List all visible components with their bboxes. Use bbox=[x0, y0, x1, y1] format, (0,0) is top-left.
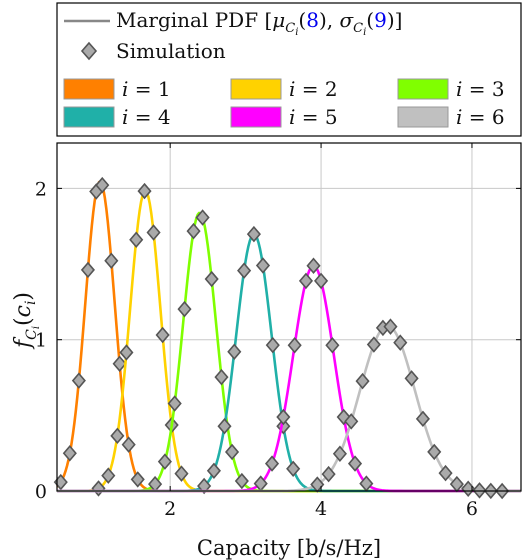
simulation-point bbox=[306, 257, 321, 274]
legend: Marginal PDF [μCi(8), σCi(9)] Simulation… bbox=[56, 2, 522, 137]
simulation-point bbox=[217, 417, 232, 435]
simulation-point bbox=[174, 465, 189, 482]
simulation-point bbox=[155, 326, 170, 344]
simulation-point bbox=[347, 455, 363, 472]
simulation-point bbox=[227, 343, 242, 360]
y-tick-label: 0 bbox=[35, 481, 47, 503]
simulation-point bbox=[383, 318, 398, 335]
legend-label-series-2: i = 2 bbox=[289, 77, 338, 101]
x-tick-label: 2 bbox=[164, 498, 176, 520]
simulation-point bbox=[286, 460, 301, 478]
simulation-point bbox=[137, 182, 152, 200]
simulation-point bbox=[224, 443, 240, 461]
legend-label-series-1: i = 1 bbox=[122, 77, 171, 101]
simulation-point bbox=[449, 475, 464, 493]
y-tick-label: 2 bbox=[35, 178, 47, 200]
simulation-point bbox=[393, 334, 408, 351]
simulation-point bbox=[80, 261, 95, 279]
ticks: 2 4 6 0 1 2 bbox=[35, 143, 521, 520]
simulation-point bbox=[157, 453, 172, 470]
axes-frame bbox=[56, 142, 522, 492]
simulation-point bbox=[177, 300, 192, 318]
simulation-point bbox=[146, 224, 161, 241]
simulation-point bbox=[237, 262, 252, 279]
legend-swatch-series-1 bbox=[63, 78, 115, 100]
simulation-point bbox=[129, 231, 144, 248]
simulation-point bbox=[427, 443, 442, 461]
simulation-point bbox=[332, 445, 347, 462]
simulation-point bbox=[344, 413, 359, 430]
x-tick-label: 4 bbox=[315, 498, 327, 520]
simulation-point bbox=[130, 471, 145, 488]
simulation-point bbox=[325, 337, 340, 354]
simulation-point bbox=[246, 225, 261, 243]
legend-series-entries: i = 1 i = 2 i = 3 i = 4 i = 5 i = 6 bbox=[63, 77, 505, 129]
simulation-point bbox=[255, 257, 271, 274]
simulation-point bbox=[287, 337, 302, 354]
simulation-point bbox=[472, 482, 487, 499]
plot-area bbox=[53, 176, 521, 500]
legend-pdf-label: Marginal PDF [μCi(8), σCi(9)] bbox=[116, 8, 402, 38]
simulation-point bbox=[265, 336, 280, 354]
legend-swatch-series-2 bbox=[230, 78, 282, 100]
simulation-point bbox=[186, 222, 201, 240]
simulation-point bbox=[206, 462, 221, 480]
x-axis-label: Capacity [b/s/Hz] bbox=[197, 536, 381, 560]
simulation-point bbox=[366, 336, 381, 353]
simulation-point bbox=[195, 209, 210, 226]
simulation-point bbox=[214, 368, 229, 386]
simulation-point bbox=[276, 408, 291, 426]
simulation-point bbox=[71, 372, 86, 389]
simulation-point bbox=[110, 427, 125, 445]
simulation-point bbox=[197, 477, 212, 495]
legend-label-series-6: i = 6 bbox=[456, 105, 505, 129]
simulation-point bbox=[438, 464, 453, 482]
y-tick-label: 1 bbox=[35, 330, 47, 352]
simulation-point bbox=[112, 355, 127, 372]
legend-simulation-label: Simulation bbox=[116, 39, 226, 63]
simulation-point bbox=[119, 344, 134, 361]
legend-label-series-4: i = 4 bbox=[122, 105, 171, 129]
simulation-point bbox=[355, 372, 370, 390]
legend-swatch-series-3 bbox=[397, 78, 449, 100]
simulation-point bbox=[167, 395, 182, 412]
simulation-point bbox=[314, 272, 329, 290]
simulation-point bbox=[276, 417, 291, 435]
simulation-point bbox=[62, 445, 77, 462]
legend-label-series-5: i = 5 bbox=[289, 105, 338, 129]
legend-label-series-3: i = 3 bbox=[456, 77, 505, 101]
simulation-point bbox=[95, 176, 110, 194]
x-tick-label: 6 bbox=[466, 498, 478, 520]
simulation-point bbox=[298, 272, 314, 290]
simulation-point bbox=[234, 472, 249, 490]
legend-swatch-series-6 bbox=[397, 106, 449, 128]
simulation-point bbox=[404, 370, 419, 387]
simulation-point bbox=[204, 270, 219, 288]
simulation-point bbox=[101, 467, 116, 484]
simulation-point bbox=[91, 480, 106, 497]
simulation-point bbox=[121, 436, 136, 453]
simulation-point bbox=[264, 455, 280, 472]
legend-swatch-series-5 bbox=[230, 106, 282, 128]
simulation-point bbox=[321, 465, 336, 483]
simulation-point bbox=[415, 410, 430, 428]
simulation-point bbox=[104, 252, 119, 269]
legend-simulation-marker bbox=[80, 41, 98, 61]
legend-swatch-series-4 bbox=[63, 106, 115, 128]
